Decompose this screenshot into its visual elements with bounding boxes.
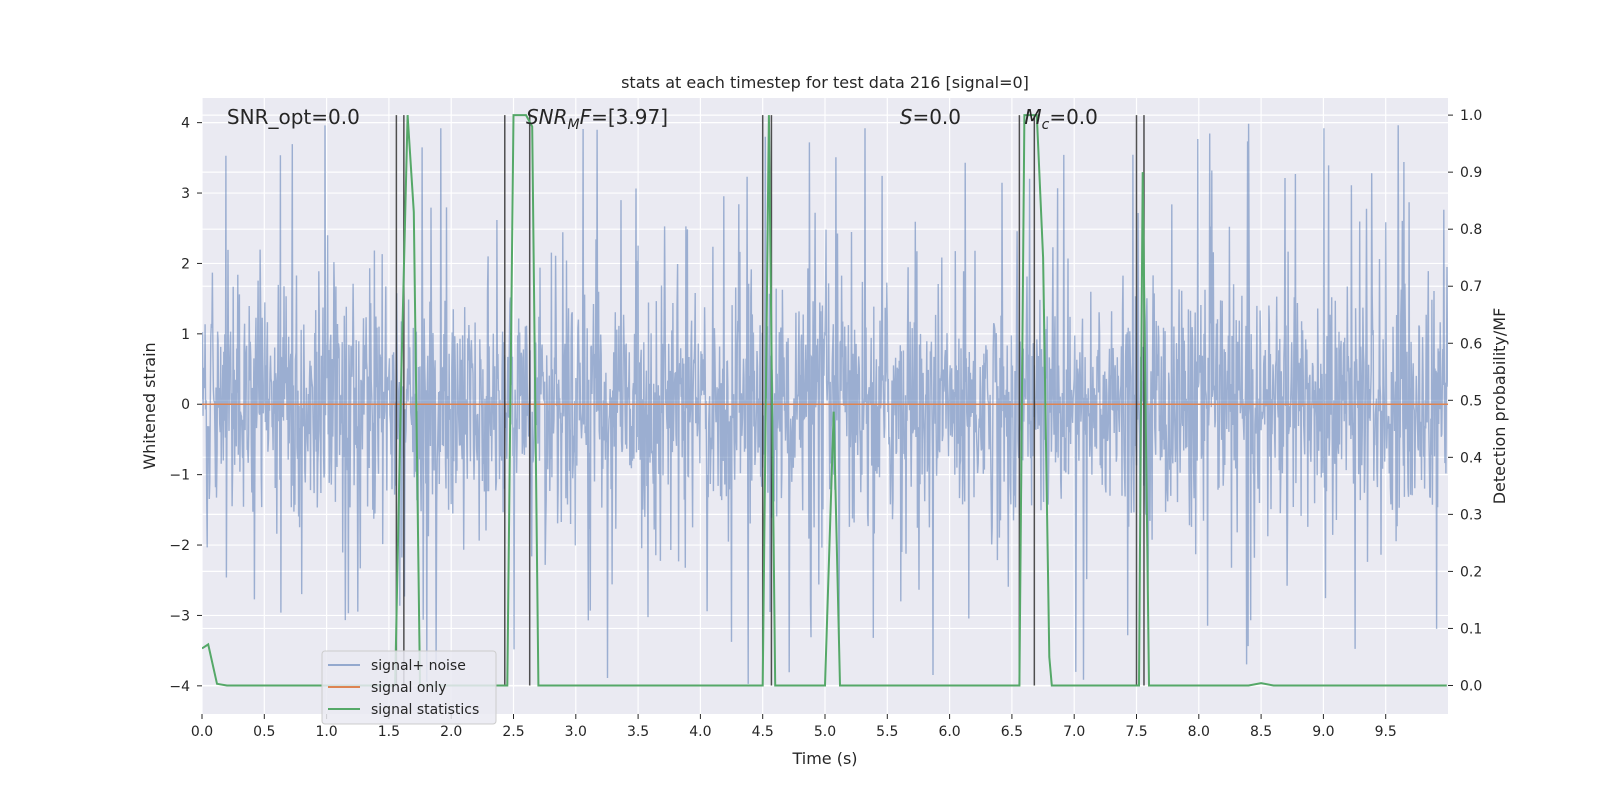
y2-tick-label: 0.1 [1460,621,1482,637]
y-tick-label: 0 [181,397,190,413]
x-tick-label: 5.0 [814,724,836,740]
annotations: SNR_opt=0.0 SNRMF=[3.97] S=0.0 Mc=0.0 [227,105,1098,133]
x-tick-label: 2.0 [440,724,462,740]
noise-line [202,123,1448,684]
x-tick-label: 8.0 [1188,724,1210,740]
y2-tick-label: 0.2 [1460,564,1482,580]
series-signal-statistics [202,114,1447,687]
y-tick-label: 1 [181,327,190,343]
x-tick-label: 0.0 [191,724,213,740]
y2-tick-label: 0.9 [1460,165,1482,181]
y-tick-label: −2 [169,538,190,554]
y-tick-label: −1 [169,468,190,484]
y2-tick-label: 0.4 [1460,450,1482,466]
y-axis-ticks: −4 −3 −2 −1 0 1 2 3 4 [169,116,202,695]
y2-tick-label: 0.6 [1460,336,1482,352]
y-tick-label: −3 [169,608,190,624]
legend-label-signal-only: signal only [371,680,446,696]
y2-tick-label: 0.0 [1460,678,1482,694]
x-tick-label: 9.0 [1312,724,1334,740]
x-tick-label: 7.5 [1125,724,1147,740]
y2-tick-label: 0.8 [1460,222,1482,238]
x-tick-label: 6.0 [938,724,960,740]
x-tick-label: 7.0 [1063,724,1085,740]
y-tick-label: 3 [181,186,190,202]
legend-label-signal-plus-noise: signal+ noise [371,658,466,674]
x-tick-label: 8.5 [1250,724,1272,740]
series-signal-plus-noise [202,123,1448,684]
y-tick-label: 4 [181,116,190,132]
x-tick-label: 4.0 [689,724,711,740]
annotation: SNRMF=[3.97] [526,105,668,133]
y2-tick-label: 0.5 [1460,393,1482,409]
legend: signal+ noise signal only signal statist… [321,650,497,725]
x-tick-label: 5.5 [876,724,898,740]
y-tick-label: −4 [169,679,190,695]
x-tick-label: 2.5 [502,724,524,740]
legend-box [321,650,497,725]
y2-axis-ticks: 0.0 0.1 0.2 0.3 0.4 0.5 0.6 0.7 0.8 0.9 1.0 [1448,108,1482,694]
chart-title: stats at each timestep for test data 216… [621,73,1029,92]
y2-tick-label: 1.0 [1460,108,1482,124]
annotation: S=0.0 [900,105,961,129]
x-tick-label: 1.5 [378,724,400,740]
x-axis-ticks: 0.0 0.5 1.0 1.5 2.0 2.5 3.0 3.5 4.0 4.5 5.0 5.5 6.0 6… [191,714,1397,740]
legend-label-signal-statistics: signal statistics [371,702,479,718]
annotation: SNR_opt=0.0 [227,105,360,129]
y2-tick-label: 0.7 [1460,279,1482,295]
x-tick-label: 6.5 [1001,724,1023,740]
x-tick-label: 9.5 [1375,724,1397,740]
x-tick-label: 3.5 [627,724,649,740]
x-tick-label: 1.0 [315,724,337,740]
x-tick-label: 3.0 [565,724,587,740]
statistics-line [202,114,1447,687]
x-tick-label: 4.5 [752,724,774,740]
x-tick-label: 0.5 [253,724,275,740]
annotation: Mc=0.0 [1024,105,1098,133]
y-tick-label: 2 [181,256,190,272]
y2-axis-label: Detection probability/MF [1490,308,1509,505]
x-axis-label: Time (s) [791,749,857,768]
y2-tick-label: 0.3 [1460,507,1482,523]
y-axis-label: Whitened strain [140,342,159,469]
